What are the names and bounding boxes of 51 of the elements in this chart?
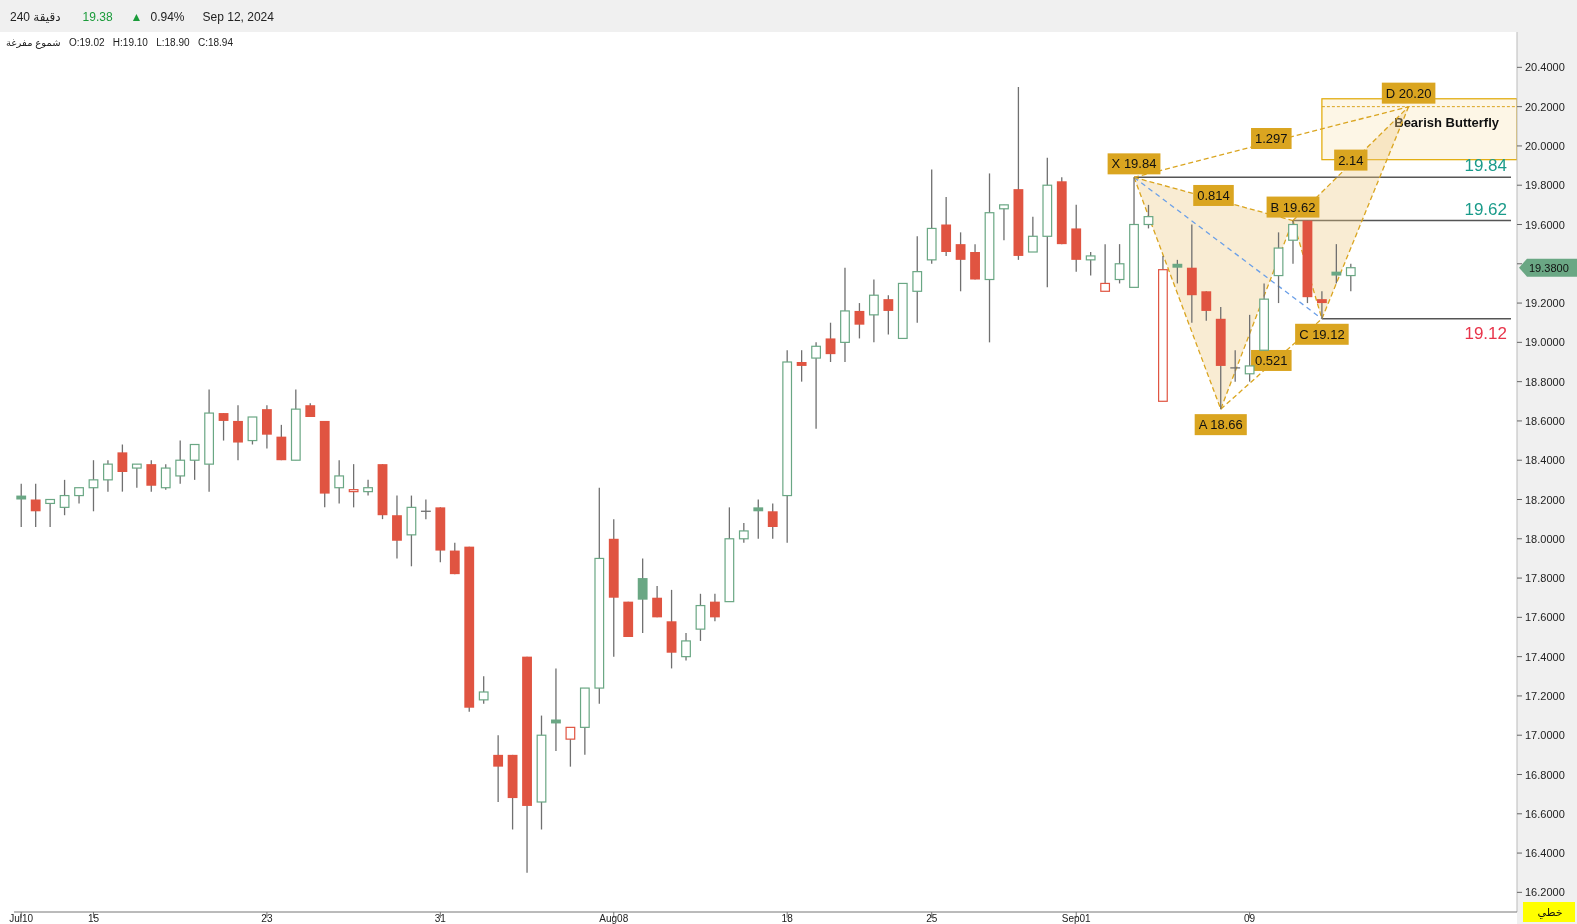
text: 19.38	[82, 10, 113, 24]
y-tick-label: 19.6000	[1525, 218, 1565, 231]
y-tick-label: 20.0000	[1525, 139, 1565, 152]
y-tick-label: 19.8000	[1525, 179, 1565, 192]
label: A 18.66	[1194, 414, 1247, 436]
y-tick-label: 16.2000	[1525, 886, 1565, 899]
ratio: 0.814	[1193, 184, 1234, 206]
ratio: 2.14	[1334, 149, 1368, 171]
y-tick-label: 18.0000	[1525, 532, 1565, 545]
label: B 19.62	[1266, 196, 1320, 218]
ratio: 0.521	[1251, 349, 1292, 371]
y-tick-label: 17.2000	[1525, 689, 1565, 702]
subtitle: شموع مفرغة O:19.02 H:19.10 L:18.90 C:18.94	[6, 37, 233, 48]
ratio: 1.297	[1251, 128, 1292, 149]
label: C 19.12	[1295, 323, 1349, 345]
y-tick-label: 17.6000	[1525, 611, 1565, 624]
x-tick-label: 25	[926, 913, 938, 924]
y-tick-label: 18.2000	[1525, 493, 1565, 506]
x-tick-label: 15	[87, 913, 100, 924]
y-tick-label: 18.8000	[1525, 375, 1565, 388]
y-tick-label: 18.6000	[1525, 414, 1565, 427]
ref-line-label: 19.84	[1464, 156, 1507, 176]
y-tick-label: 17.0000	[1525, 729, 1565, 742]
y-tick-label: 17.8000	[1525, 572, 1565, 585]
text: ▲	[130, 10, 143, 24]
x-axis-title: خطي	[1537, 906, 1563, 919]
x-tick-label: 23	[261, 913, 273, 924]
ref-line-label: 19.62	[1464, 199, 1507, 219]
y-tick-label: 19.2000	[1525, 297, 1565, 310]
y-tick-label: 18.4000	[1525, 454, 1565, 467]
text: Sep 12, 2024	[202, 10, 275, 24]
text: 19.3800	[1529, 261, 1569, 274]
text: 0.94%	[150, 10, 185, 24]
y-tick-label: 16.8000	[1525, 768, 1565, 781]
label: D 20.20	[1381, 82, 1436, 104]
y-tick-label: 16.6000	[1525, 807, 1565, 820]
x-tick-label: 09	[1244, 913, 1256, 924]
x-tick-label: Aug08	[599, 913, 629, 924]
y-tick-label: 20.2000	[1525, 100, 1565, 113]
label: X 19.84	[1107, 153, 1161, 175]
x-tick-label: Jul10	[9, 913, 34, 924]
ref-line-label: 19.12	[1464, 323, 1507, 343]
y-tick-label: 20.4000	[1525, 61, 1565, 74]
y-tick-label: 16.4000	[1525, 847, 1565, 860]
x-tick-label: 31	[434, 913, 447, 924]
band-label: Bearish Butterfly	[1394, 115, 1500, 131]
x-tick-label: 18	[781, 913, 794, 924]
y-tick-label: 19.0000	[1525, 336, 1565, 349]
x-tick-label: Sep01	[1061, 913, 1092, 924]
y-tick-label: 17.4000	[1525, 650, 1565, 663]
title: 240 دقيقة	[10, 10, 61, 24]
